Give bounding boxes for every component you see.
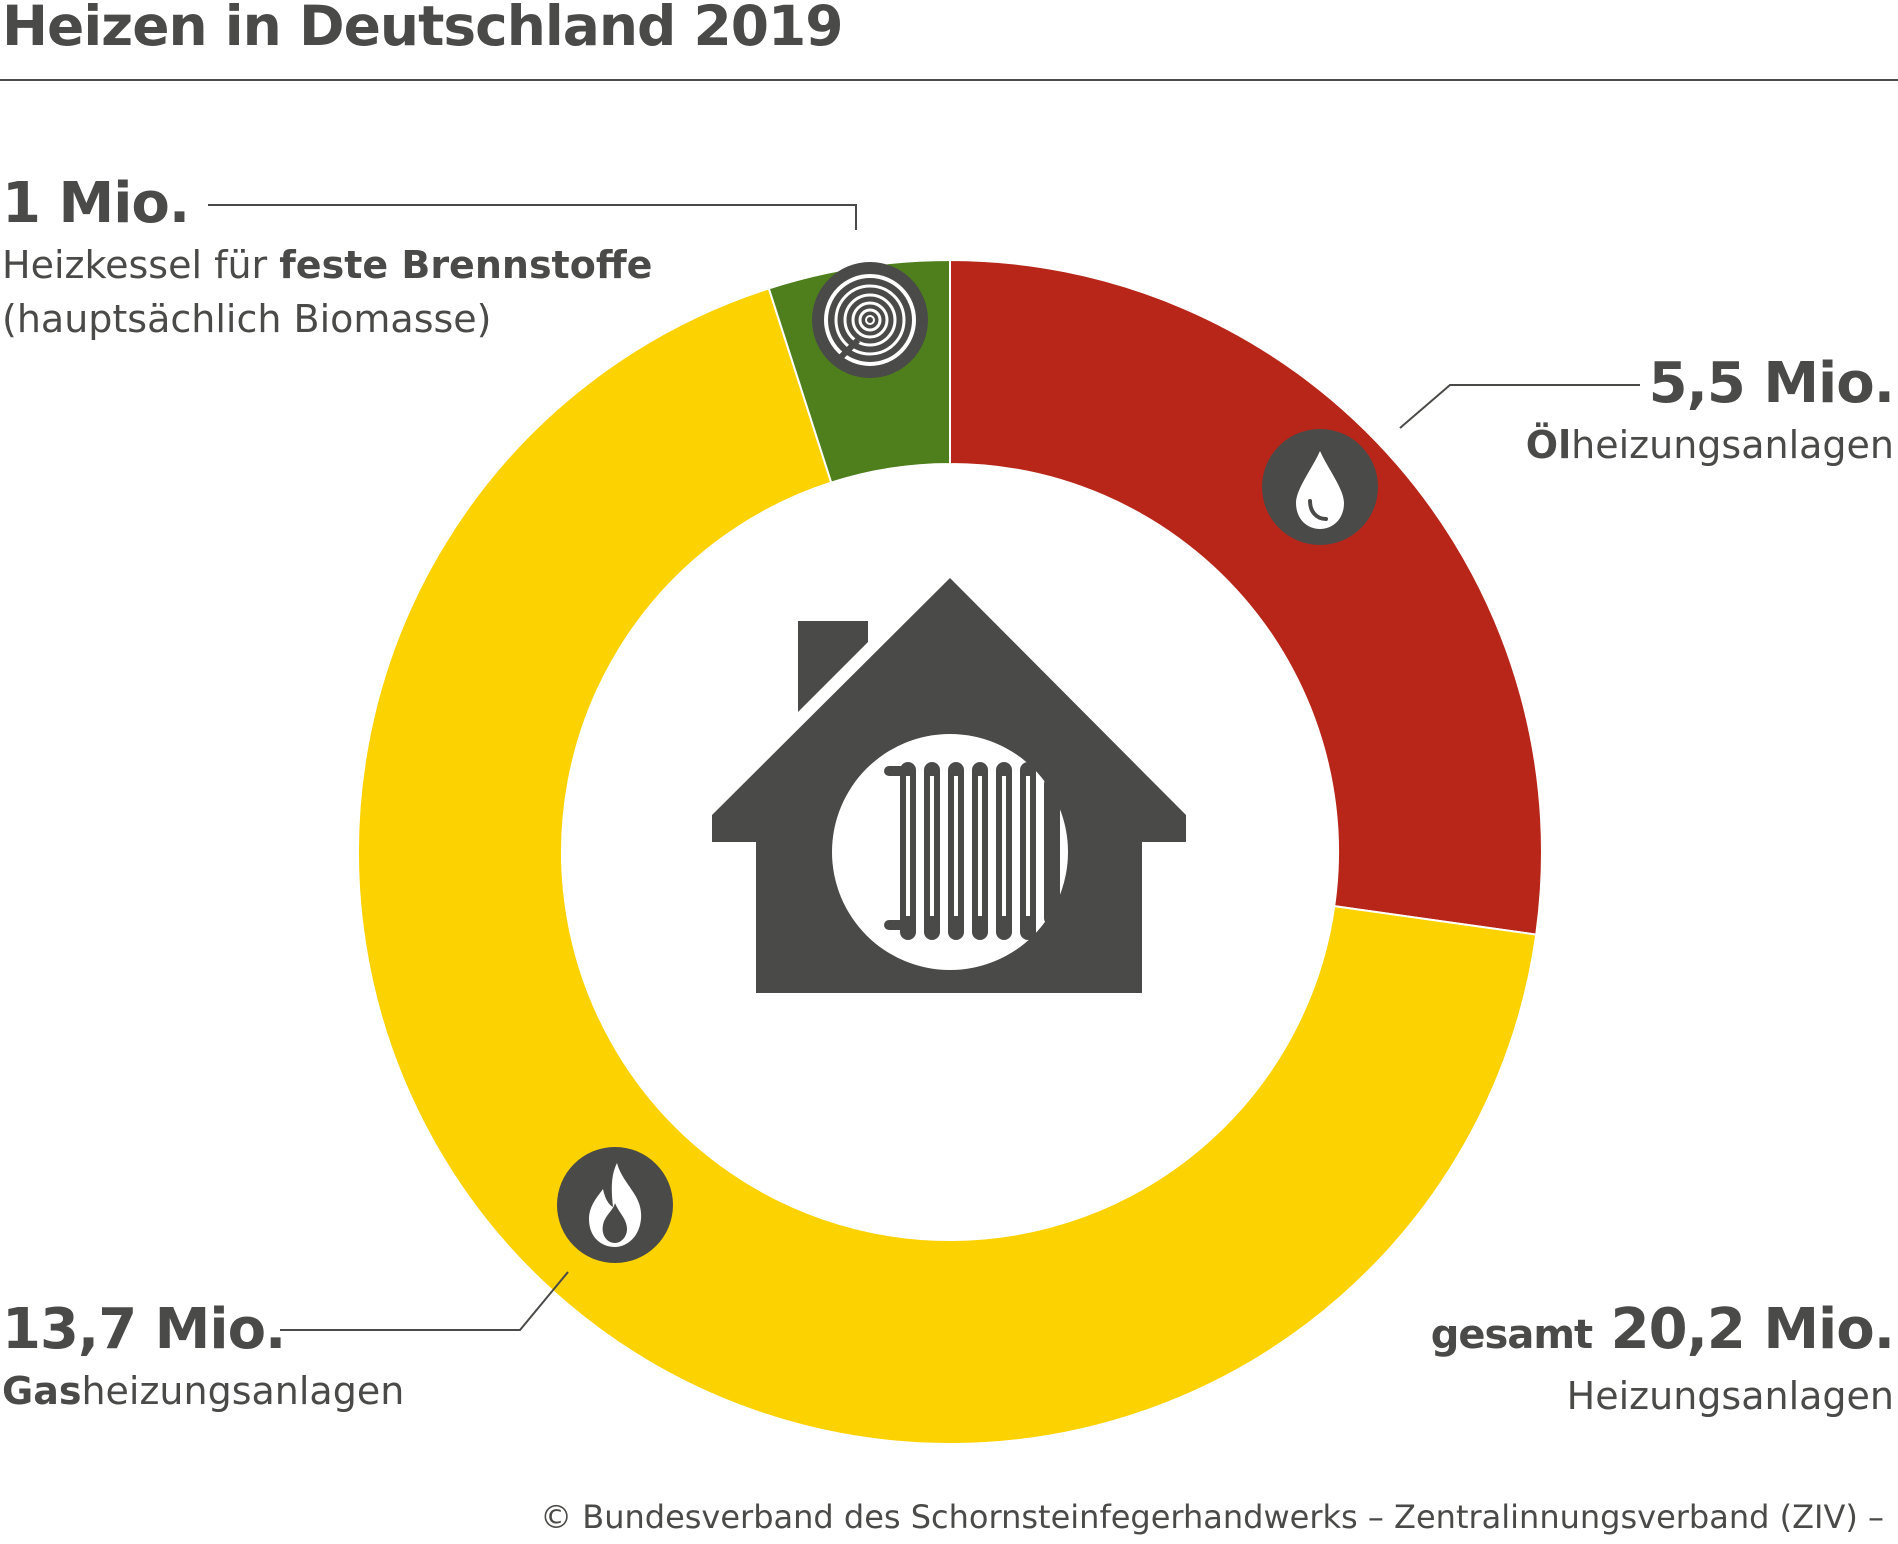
solid-fuel-value: 1 Mio. — [2, 171, 190, 236]
title-divider — [0, 79, 1898, 81]
solid-fuel-name: Heizkessel für feste Brennstoffe — [2, 243, 653, 287]
total-label: gesamt 20,2 Mio. Heizungsanlagen — [1430, 1297, 1895, 1425]
total-value: gesamt 20,2 Mio. — [1430, 1297, 1895, 1362]
gas-label: 13,7 Mio. Gasheizungsanlagen — [2, 1298, 404, 1420]
oil-label: 5,5 Mio. Ölheizungsanlagen — [1525, 351, 1895, 474]
oil-name: Ölheizungsanlagen — [1525, 423, 1894, 467]
oil-value: 5,5 Mio. — [1648, 351, 1895, 416]
page-title: Heizen in Deutschland 2019 — [2, 0, 844, 58]
gas-value: 13,7 Mio. — [2, 1297, 286, 1362]
slice-gas — [357, 287, 1538, 1445]
total-name: Heizungsanlagen — [1566, 1374, 1894, 1418]
solid-fuel-label: 1 Mio. Heizkessel für feste Brennstoffe … — [2, 172, 652, 348]
leader-line-oil — [1399, 384, 1640, 429]
gas-name: Gasheizungsanlagen — [2, 1369, 405, 1413]
wood-log-icon — [812, 262, 928, 378]
leader-line-solid — [208, 204, 857, 230]
oil-drop-icon — [1262, 429, 1378, 545]
solid-fuel-note: (hauptsächlich Biomasse) — [2, 297, 492, 341]
gas-flame-icon — [557, 1147, 673, 1263]
slice-oil — [949, 258, 1543, 936]
leader-line-gas — [280, 1271, 569, 1331]
source-credit: © Bundesverband des Schornsteinfegerhand… — [540, 1498, 1884, 1536]
house-radiator-icon — [712, 578, 1186, 993]
